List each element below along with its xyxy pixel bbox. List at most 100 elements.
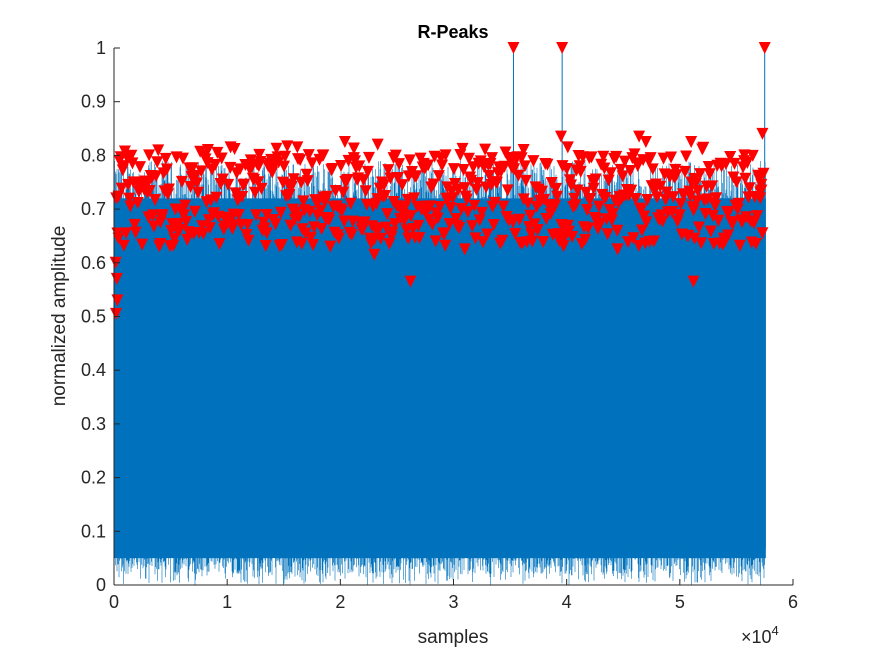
r-peak-marker [156,209,169,222]
r-peak-marker [357,174,370,187]
r-peak-marker [151,156,164,169]
r-peak-marker [118,145,131,158]
r-peak-marker [450,212,463,225]
r-peak-marker [159,152,172,165]
r-peak-marker [731,203,744,216]
r-peak-marker [359,185,372,198]
r-peak-marker [173,223,186,236]
r-peak-marker [627,232,640,245]
r-peak-marker [189,170,202,183]
y-axis-ticks: 0 0.1 0.2 0.3 0.4 0.5 0.6 0.7 0.8 0.9 1 [81,38,120,595]
r-peak-marker [255,182,268,195]
r-peak-marker [536,185,549,198]
x-tick-label: 0 [109,592,119,612]
r-peak-marker [374,232,387,245]
r-peak-marker [709,199,722,212]
r-peak-marker [154,238,167,251]
r-peak-marker [432,170,445,183]
r-peak-marker [633,130,646,143]
r-peak-marker [300,168,313,181]
r-peak-marker [527,155,540,168]
r-peak-marker [473,214,486,227]
r-peak-marker [581,203,594,216]
r-peak-marker [496,234,509,247]
r-peak-marker [118,160,131,173]
r-peak-marker [315,222,328,235]
r-peak-marker [518,160,531,173]
r-peak-marker [728,157,741,170]
r-peak-marker [587,182,600,195]
r-peak-marker [483,169,496,182]
r-peak-marker [186,162,199,175]
r-peak-marker [461,206,474,219]
r-peak-marker [412,219,425,232]
r-peak-marker [439,239,452,252]
chart-title: R-Peaks [417,22,488,42]
r-peak-marker [259,239,272,252]
r-peak-marker [524,209,537,222]
r-peak-marker [455,203,468,216]
r-peak-marker [693,221,706,234]
y-tick-label: 1 [96,38,106,58]
r-peak-marker [341,173,354,186]
r-peak-marker [433,201,446,214]
r-peak-marker [582,222,595,235]
r-peak-marker [179,199,192,212]
r-peak-marker [209,159,222,172]
r-peak-marker [689,177,702,190]
r-peak-marker [438,228,451,241]
r-peak-marker [224,141,237,154]
r-peak-marker [632,239,645,252]
y-tick-label: 0.3 [81,414,106,434]
r-peak-marker [368,248,381,261]
r-peak-marker [402,232,415,245]
r-peak-marker [404,210,417,223]
r-peak-marker [212,210,225,223]
r-peak-marker [295,238,308,251]
r-peak-marker [180,215,193,228]
r-peak-marker [178,209,191,222]
r-peak-marker [162,183,175,196]
r-peak-marker [469,232,482,245]
y-tick-label: 0 [96,575,106,595]
r-peak-marker [115,182,128,195]
r-peak-marker [384,172,397,185]
r-peak-marker [690,195,703,208]
r-peak-marker [501,184,514,197]
r-peak-marker [149,194,162,207]
r-peak-marker [404,275,417,288]
r-peak-marker [550,182,563,195]
r-peak-marker [544,207,557,220]
r-peak-marker [260,227,273,240]
r-peak-marker [424,200,437,213]
r-peak-marker [269,218,282,231]
r-peak-marker [580,186,593,199]
r-peak-marker [431,212,444,225]
r-peak-marker [561,141,574,154]
r-peak-marker [372,223,385,236]
r-peak-marker [749,238,762,251]
r-peak-marker [453,221,466,234]
r-peak-marker [147,220,160,233]
r-peak-marker [439,149,452,162]
r-peak-marker [201,144,214,157]
r-peak-marker [323,213,336,226]
r-peak-marker [517,144,530,157]
r-peak-marker [684,190,697,203]
r-peak-marker [733,239,746,252]
r-peak-marker [697,141,710,154]
r-peak-marker [701,193,714,206]
r-peak-marker [213,238,226,251]
r-peak-marker [691,185,704,198]
r-peak-marker [679,165,692,178]
r-peak-marker [362,151,375,164]
r-peak-marker [353,160,366,173]
r-peak-marker [655,209,668,222]
r-peak-marker [307,239,320,252]
r-peak-marker [403,154,416,167]
r-peak-marker [565,179,578,192]
r-peak-marker [695,237,708,250]
r-peak-marker [636,224,649,237]
r-peak-marker [167,239,180,252]
r-peak-marker [723,205,736,218]
